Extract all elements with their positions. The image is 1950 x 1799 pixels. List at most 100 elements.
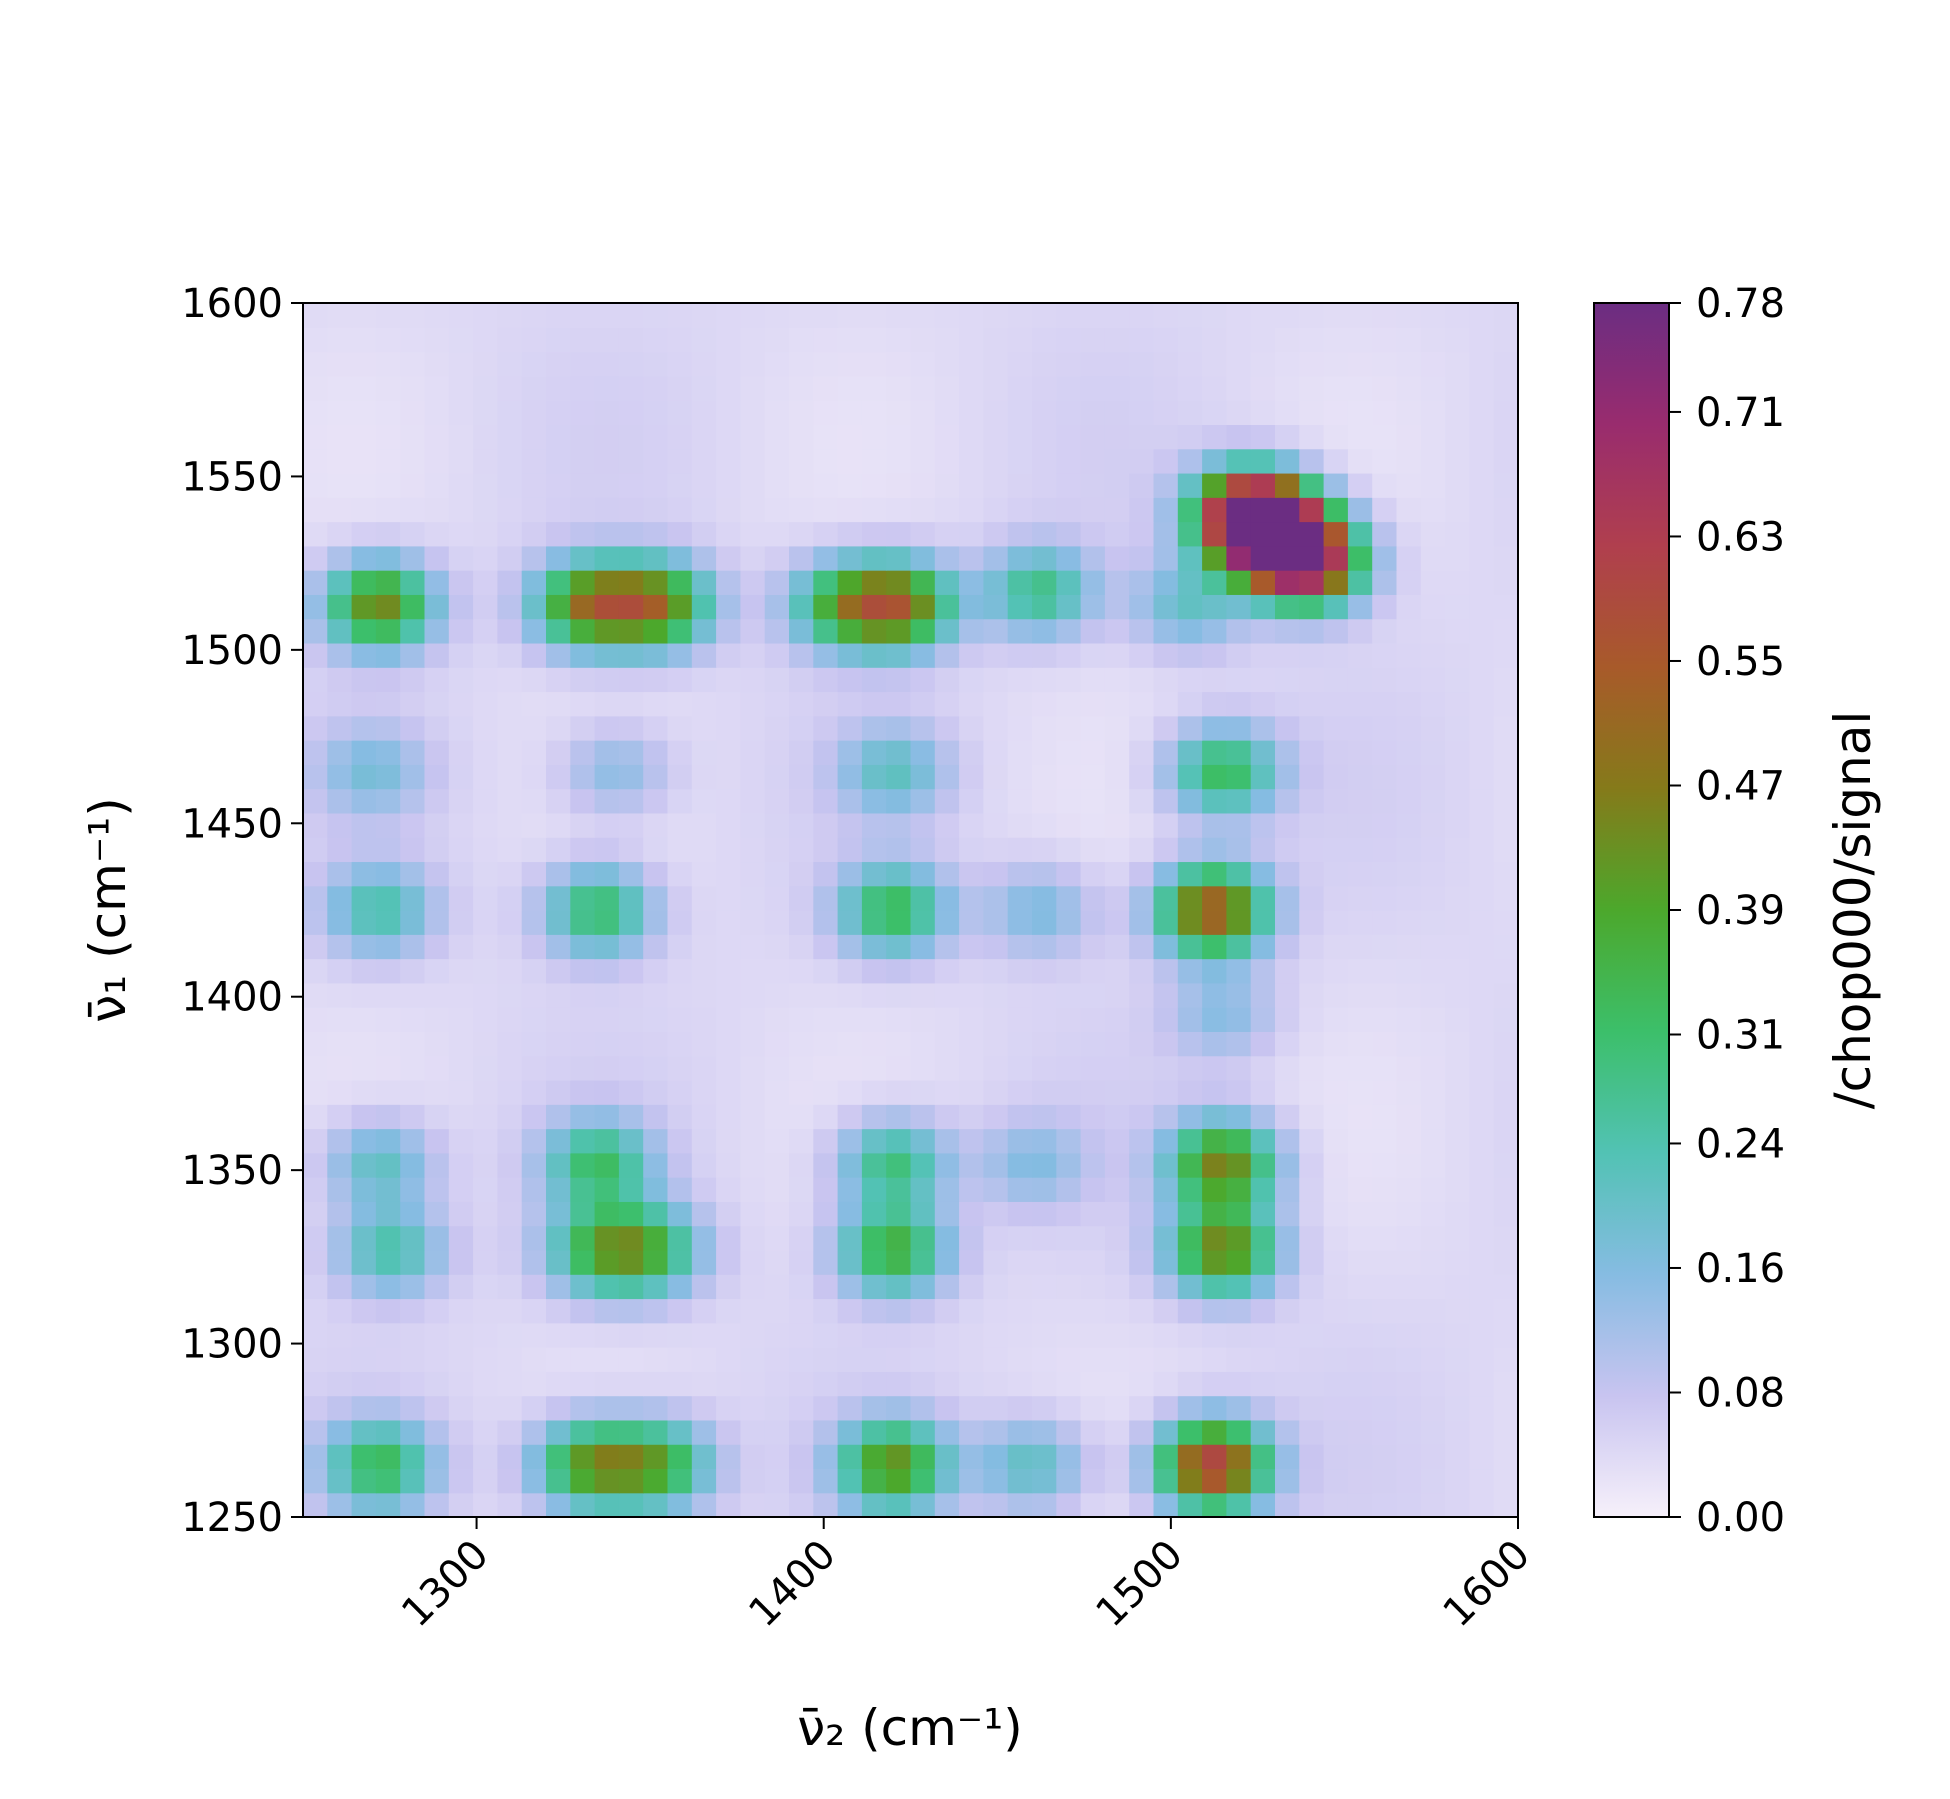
heatmap-cell <box>789 327 814 353</box>
heatmap-cell <box>861 1492 887 1518</box>
heatmap-cell <box>764 740 790 765</box>
heatmap-cell <box>1153 1347 1179 1372</box>
heatmap-cell <box>303 1225 328 1251</box>
heatmap-cell <box>643 1274 669 1300</box>
heatmap-cell <box>521 303 547 328</box>
heatmap-cell <box>351 1274 377 1300</box>
heatmap-cell <box>764 1419 790 1445</box>
heatmap-cell <box>740 327 766 353</box>
heatmap-cell <box>716 545 741 571</box>
heatmap-cell <box>1226 521 1252 547</box>
heatmap-cell <box>1104 1104 1130 1130</box>
heatmap-cell <box>497 1468 523 1494</box>
heatmap-cell <box>837 1152 863 1178</box>
heatmap-cell <box>789 1225 814 1251</box>
heatmap-cell <box>1469 400 1495 425</box>
heatmap-cell <box>837 667 863 693</box>
heatmap-cell <box>375 400 401 425</box>
heatmap-cell <box>1032 691 1057 717</box>
heatmap-cell <box>618 618 644 644</box>
heatmap-cell <box>1323 1322 1349 1348</box>
heatmap-cell <box>1080 448 1106 474</box>
heatmap-cell <box>303 351 328 377</box>
heatmap-cell <box>1007 594 1033 620</box>
heatmap-cell <box>1299 1079 1325 1105</box>
heatmap-cell <box>1080 1128 1106 1154</box>
heatmap-cell <box>1469 1274 1495 1300</box>
colorbar-label: /chop000/signal <box>1824 711 1882 1110</box>
heatmap-cell <box>521 861 547 887</box>
heatmap-cell <box>1153 594 1179 620</box>
heatmap-cell <box>424 1128 450 1154</box>
heatmap-cell <box>837 545 863 571</box>
heatmap-cell <box>1347 1395 1373 1421</box>
heatmap-cell <box>400 764 426 790</box>
heatmap-cell <box>1299 1322 1325 1348</box>
heatmap-cell <box>837 740 863 765</box>
heatmap-cell <box>764 764 790 790</box>
heatmap-cell <box>1202 667 1227 693</box>
heatmap-cell <box>1032 472 1057 498</box>
heatmap-cell <box>1129 1055 1155 1081</box>
heatmap-cell <box>448 1225 474 1251</box>
heatmap-cell <box>400 1031 426 1057</box>
heatmap-cell <box>861 764 887 790</box>
heatmap-cell <box>594 1347 620 1372</box>
heatmap-cell <box>740 958 766 984</box>
heatmap-cell <box>1372 1177 1398 1202</box>
heatmap-cell <box>303 1079 328 1105</box>
heatmap-cell <box>1177 715 1203 741</box>
heatmap-cell <box>521 982 547 1008</box>
heatmap-cell <box>837 812 863 838</box>
heatmap-cell <box>1177 618 1203 644</box>
heatmap-cell <box>716 910 741 935</box>
heatmap-cell <box>1469 788 1495 814</box>
heatmap-cell <box>1299 472 1325 498</box>
heatmap-cell <box>400 740 426 765</box>
heatmap-cell <box>400 594 426 620</box>
heatmap-cell <box>764 1298 790 1324</box>
heatmap-cell <box>1347 1322 1373 1348</box>
heatmap-cell <box>473 1031 498 1057</box>
heatmap-cell <box>618 521 644 547</box>
heatmap-cell <box>934 327 960 353</box>
heatmap-cell <box>473 764 498 790</box>
heatmap-cell <box>1275 1177 1300 1202</box>
heatmap-cell <box>1493 788 1519 814</box>
heatmap-cell <box>667 472 693 498</box>
heatmap-cell <box>448 1419 474 1445</box>
heatmap-cell <box>1299 1177 1325 1202</box>
heatmap-cell <box>618 472 644 498</box>
heatmap-cell <box>1347 667 1373 693</box>
heatmap-cell <box>497 497 523 523</box>
heatmap-cell <box>1226 497 1252 523</box>
heatmap-cell <box>740 424 766 450</box>
heatmap-cell <box>594 521 620 547</box>
heatmap-cell <box>400 424 426 450</box>
heatmap-cell <box>1007 1347 1033 1372</box>
heatmap-cell <box>1469 1225 1495 1251</box>
heatmap-cell <box>327 861 353 887</box>
heatmap-cell <box>934 1079 960 1105</box>
heatmap-cell <box>1129 1347 1155 1372</box>
y-tick-label: 1400 <box>181 975 283 1021</box>
heatmap-cell <box>1445 1177 1470 1202</box>
heatmap-cell <box>643 521 669 547</box>
heatmap-cell <box>1323 351 1349 377</box>
heatmap-cell <box>983 472 1009 498</box>
heatmap-cell <box>861 837 887 863</box>
heatmap-cell <box>448 351 474 377</box>
heatmap-cell <box>1032 1128 1057 1154</box>
heatmap-cell <box>521 1249 547 1275</box>
heatmap-cell <box>1177 1007 1203 1032</box>
heatmap-cell <box>959 570 984 595</box>
heatmap-cell <box>1420 448 1446 474</box>
heatmap-cell <box>546 448 571 474</box>
heatmap-cell <box>910 1201 936 1227</box>
heatmap-cell <box>667 351 693 377</box>
heatmap-cell <box>521 375 547 401</box>
heatmap-cell <box>1129 982 1155 1008</box>
heatmap-cell <box>1032 764 1057 790</box>
heatmap-cell <box>327 327 353 353</box>
heatmap-cell <box>861 1055 887 1081</box>
